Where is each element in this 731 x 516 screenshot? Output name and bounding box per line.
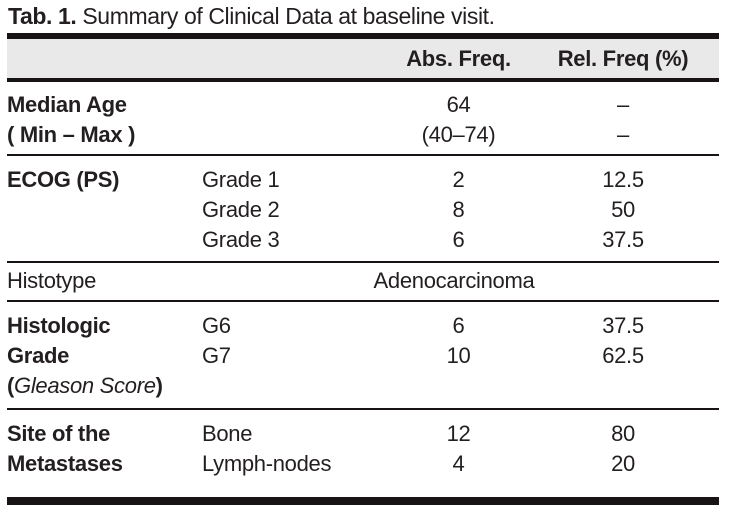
cell-empty [202,90,377,120]
row-label: Median Age [7,92,127,117]
cell-abs-freq: 2 [452,167,465,192]
cell-empty [377,371,540,401]
header-rel-freq: Rel. Freq (%) [557,45,689,71]
row-label: Histologic [7,313,111,338]
cell-abs-freq: 4 [452,451,465,476]
cell-rel-freq: 50 [611,197,635,222]
cell-sublabel: Grade 3 [202,227,280,252]
cell-empty [202,371,377,401]
section-histologic-grade: Histologic G6 6 37.5 Grade G7 10 62.5 (G… [7,302,719,410]
row-label: Grade [7,343,70,368]
cell-histotype-value: Adenocarcinoma [373,268,535,293]
cell-rel-freq: 62.5 [602,343,644,368]
gleason-paren-close: ) [155,373,163,398]
caption-text: Summary of Clinical Data at baseline vis… [82,3,495,29]
cell-rel-freq: – [617,122,629,147]
cell-empty [7,195,202,225]
cell-rel-freq: 12.5 [602,167,644,192]
cell-sublabel: Grade 1 [202,167,280,192]
cell-empty [540,371,706,401]
header-abs-freq: Abs. Freq. [406,45,511,71]
cell-abs-freq: 10 [446,343,471,368]
cell-rel-freq: 37.5 [602,227,644,252]
gleason-paren-open: ( [7,373,15,398]
row-label: Site of the [7,421,111,446]
cell-abs-freq: 8 [452,197,465,222]
cell-abs-freq: 12 [446,421,471,446]
cell-sublabel: G6 [202,313,231,338]
section-median-age: Median Age 64 – ( Min – Max ) (40–74) – [7,82,719,156]
cell-abs-freq: (40–74) [421,122,496,147]
row-label: Metastases [7,451,123,476]
table-header-row: Abs. Freq. Rel. Freq (%) [7,33,719,82]
cell-sublabel: Bone [202,421,253,446]
cell-abs-freq: 6 [452,227,465,252]
cell-empty [7,225,202,255]
row-label: ECOG (PS) [7,167,120,192]
caption-number: Tab. 1. [8,3,77,29]
cell-rel-freq: – [617,92,629,117]
cell-rel-freq: 80 [611,421,635,446]
row-label: Histotype [7,268,97,293]
section-metastases: Site of the Bone 12 80 Metastases Lymph-… [7,410,719,505]
table-caption: Tab. 1. Summary of Clinical Data at basel… [8,3,495,30]
row-label-gleason: (Gleason Score) [7,371,202,401]
cell-sublabel: Grade 2 [202,197,280,222]
cell-sublabel: G7 [202,343,231,368]
clinical-data-table: Abs. Freq. Rel. Freq (%) Median Age 64 –… [7,33,719,505]
cell-abs-freq: 64 [446,92,471,117]
section-histotype: Histotype Adenocarcinoma [7,263,719,302]
cell-sublabel: Lymph-nodes [202,451,332,476]
gleason-score-label: Gleason Score [14,373,156,398]
cell-rel-freq: 20 [611,451,635,476]
cell-abs-freq: 6 [452,313,465,338]
cell-empty [202,120,377,150]
cell-rel-freq: 37.5 [602,313,644,338]
row-label: ( Min – Max ) [7,122,136,147]
section-ecog: ECOG (PS) Grade 1 2 12.5 Grade 2 8 50 Gr… [7,156,719,263]
